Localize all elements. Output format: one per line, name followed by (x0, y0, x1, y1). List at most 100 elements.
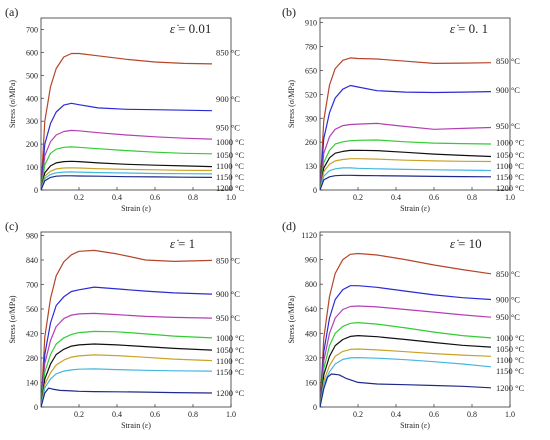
x-tick-label: 0.4 (112, 410, 122, 419)
series-line-950c (320, 305, 492, 407)
y-tick-label: 700 (26, 281, 38, 290)
series-line-850c (320, 252, 492, 407)
x-axis-label: Strain (ε) (121, 204, 151, 213)
x-tick-label: 0.8 (188, 410, 198, 419)
series-line-1000c (320, 322, 492, 407)
strain-rate-value: = 10 (458, 236, 482, 251)
temperature-label: 1200 °C (216, 183, 245, 193)
y-tick-label: 140 (26, 379, 38, 388)
panel-label: (b) (282, 5, 296, 19)
temperature-label: 900 °C (216, 289, 240, 299)
plot-frame (40, 17, 232, 191)
x-tick-label: 0.4 (391, 410, 401, 419)
y-tick-label: 420 (26, 330, 38, 339)
temperature-label: 950 °C (216, 313, 240, 323)
y-tick-label: 640 (305, 305, 317, 314)
x-tick-label: 0.2 (353, 193, 363, 202)
y-tick-label: 500 (26, 71, 38, 80)
y-tick-label: 980 (26, 232, 38, 241)
temperature-label: 1000 °C (496, 137, 525, 147)
x-axis-label: Strain (ε) (400, 204, 430, 213)
plot-frame (319, 17, 511, 191)
series-line-1150c (320, 357, 492, 407)
temperature-label: 1100 °C (496, 355, 524, 365)
temperature-label: 1000 °C (216, 137, 245, 147)
temperature-label: 950 °C (496, 312, 520, 322)
y-axis-label: Stress (σ/MPa) (287, 295, 296, 343)
temperature-label: 900 °C (496, 85, 520, 95)
series-line-1150c (41, 368, 213, 407)
temperature-label: 1200 °C (216, 388, 245, 398)
y-tick-label: 600 (26, 48, 38, 57)
y-tick-label: 840 (26, 256, 38, 265)
strain-rate-symbol: ε̇ (450, 236, 459, 251)
y-tick-label: 0 (313, 186, 317, 195)
y-tick-label: 390 (305, 114, 317, 123)
series-line-950c (320, 122, 492, 190)
temperature-label: 1100 °C (496, 161, 524, 171)
temperature-label: 1150 °C (496, 172, 524, 182)
y-tick-label: 0 (313, 403, 317, 412)
y-tick-label: 520 (305, 90, 317, 99)
temperature-label: 950 °C (216, 122, 240, 132)
y-tick-label: 160 (305, 378, 317, 387)
y-tick-label: 300 (26, 117, 38, 126)
y-axis-label: Stress (σ/MPa) (8, 295, 17, 343)
series-line-1150c (41, 171, 213, 190)
x-tick-label: 0.6 (150, 193, 160, 202)
x-axis-label: Strain (ε) (400, 421, 430, 430)
strain-rate-symbol: ε̇ (170, 21, 179, 36)
y-tick-label: 700 (26, 25, 38, 34)
series-line-850c (41, 52, 213, 190)
y-axis-label: Stress (σ/MPa) (8, 80, 17, 128)
series-line-1000c (41, 330, 213, 407)
x-tick-label: 0.2 (74, 410, 84, 419)
strain-rate-symbol: ε̇ (170, 236, 179, 251)
temperature-label: 850 °C (496, 269, 520, 279)
x-tick-label: 1.0 (226, 410, 236, 419)
series-line-1150c (320, 167, 492, 190)
strain-rate-value: = 0. 1 (458, 21, 488, 36)
series-line-950c (41, 129, 213, 190)
y-axis-label: Stress (σ/MPa) (287, 80, 296, 128)
series-line-850c (320, 57, 492, 190)
series-line-900c (41, 102, 213, 190)
x-tick-label: 1.0 (226, 193, 236, 202)
temperature-label: 850 °C (496, 56, 520, 66)
chart-panel-1: 0 100 200 300 400 500 600 700 0.2 0.4 0.6 0.8 1.0 Str… (5, 5, 245, 213)
y-tick-label: 130 (305, 162, 317, 171)
series-line-900c (41, 286, 213, 407)
temperature-label: 1200 °C (496, 383, 525, 393)
y-tick-label: 0 (34, 403, 38, 412)
panel-label: (a) (5, 5, 18, 19)
temperature-label: 1150 °C (216, 367, 244, 377)
temperature-label: 1050 °C (496, 344, 525, 354)
strain-rate-value: = 0.01 (178, 21, 211, 36)
x-tick-label: 0.2 (353, 410, 363, 419)
temperature-label: 1000 °C (496, 333, 525, 343)
temperature-label: 900 °C (216, 94, 240, 104)
y-tick-label: 780 (305, 43, 317, 52)
x-tick-label: 0.6 (429, 410, 439, 419)
temperature-label: 1050 °C (496, 150, 525, 160)
series-line-1100c (320, 348, 492, 407)
series-line-1200c (320, 174, 492, 190)
x-tick-label: 0.4 (391, 193, 401, 202)
y-tick-label: 320 (305, 354, 317, 363)
chart-panel-2: 0 130 260 390 520 650 780 910 0.2 0.4 0.6 0.8 1.0 Str… (282, 5, 525, 213)
y-tick-label: 960 (305, 256, 317, 265)
series-line-1200c (320, 373, 492, 407)
temperature-label: 1050 °C (216, 345, 245, 355)
series-line-1100c (41, 354, 213, 407)
x-tick-label: 1.0 (505, 410, 515, 419)
y-tick-label: 0 (34, 186, 38, 195)
strain-rate-value: = 1 (178, 236, 195, 251)
y-tick-label: 200 (26, 140, 38, 149)
y-tick-label: 100 (26, 163, 38, 172)
series-line-1050c (41, 343, 213, 407)
chart-panel-4: 0 160 320 480 640 800 960 1120 0.2 0.4 0.6 0.8 1.0 St… (282, 219, 525, 430)
x-tick-label: 0.6 (429, 193, 439, 202)
y-tick-label: 480 (305, 329, 317, 338)
series-line-1050c (320, 335, 492, 407)
